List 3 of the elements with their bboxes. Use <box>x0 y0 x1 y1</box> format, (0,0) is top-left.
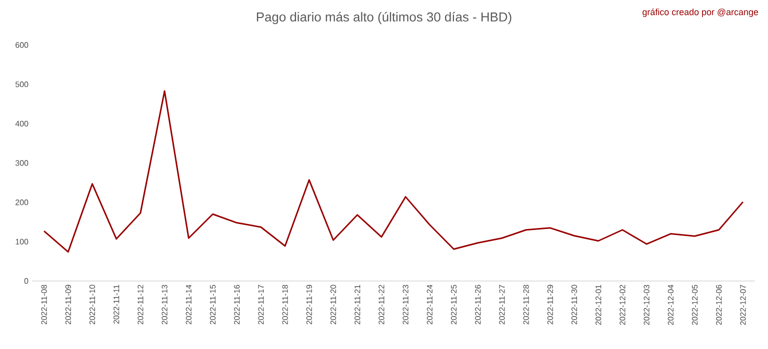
chart-title: Pago diario más alto (últimos 30 días - HBD) <box>256 12 512 24</box>
line-series <box>43 90 744 253</box>
text: gráfico creado por @arcange <box>642 8 758 17</box>
